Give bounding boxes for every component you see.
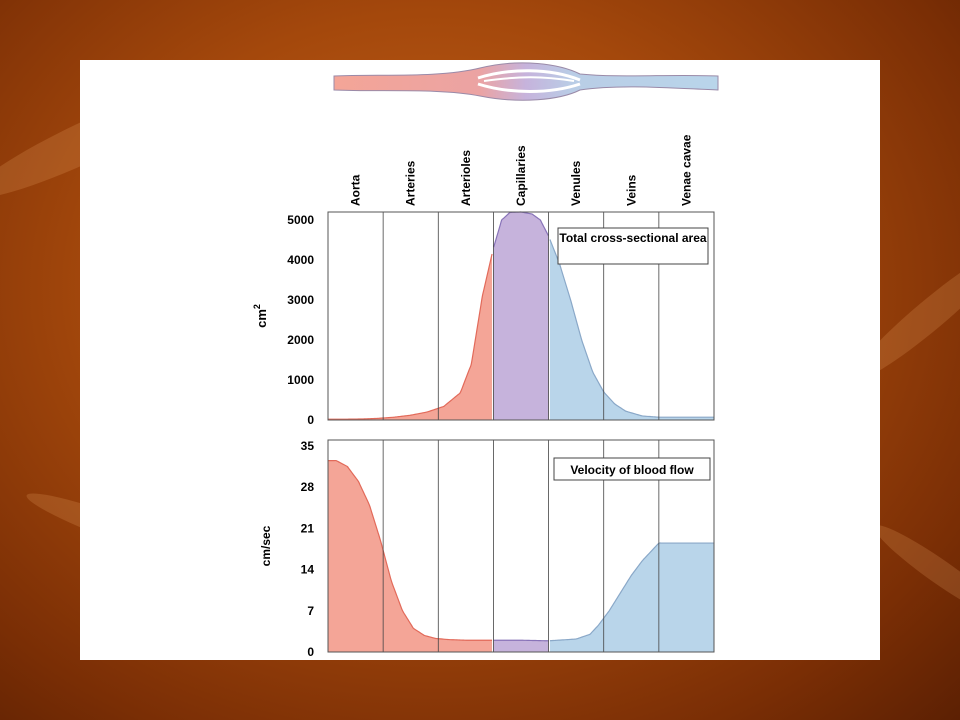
venous-region-line [549,239,714,418]
ylabel-superscript: 2 [252,304,262,309]
y-tick-label: 5000 [287,213,314,227]
y-axis-label: cm2 [252,304,269,328]
arterial-region-line [328,253,493,420]
arterial-region-fill [328,460,493,652]
venous-region-fill [549,542,714,652]
category-label: Venules [569,160,583,206]
category-label: Arteries [404,160,418,206]
y-tick-label: 28 [301,480,315,494]
category-labels: Aorta Arteries Arterioles Capillaries Venule… [349,134,694,206]
vessel-schematic [333,62,719,101]
annotation-box: Velocity of blood flow [553,457,711,481]
y-tick-label: 14 [301,563,315,577]
category-label: Arterioles [459,150,473,206]
ylabel-text: cm [254,309,269,328]
background-streak [867,516,960,628]
capillary-region-line [493,639,549,642]
annotation-text: Velocity of blood flow [570,463,694,477]
annotation-text: Total cross-sectional area [559,231,707,245]
arterial-region-fill [328,254,493,420]
annotation-box: Total cross-sectional area [557,227,709,265]
capillary-region-fill [493,640,549,652]
y-tick-label: 2000 [287,333,314,347]
venous-region-fill [549,239,714,420]
y-tick-label: 21 [301,521,315,535]
y-tick-label: 7 [307,604,314,618]
plot-frame [327,211,715,421]
category-label: Veins [624,174,638,206]
plot-frame [327,439,715,653]
y-tick-label: 4000 [287,253,314,267]
y-tick-label: 0 [307,413,314,427]
svg-text:cm2: cm2 [252,304,269,328]
capillary-region-fill [493,211,549,420]
venous-region-line [549,542,714,642]
arterial-region-line [328,459,493,641]
category-label: Venae cavae [679,134,693,206]
y-tick-label: 0 [307,645,314,659]
y-tick-label: 1000 [287,373,314,387]
chart-velocity: 0 7 14 21 28 35 cm/sec Velocity of blood flow [259,439,715,659]
category-label: Aorta [349,174,363,206]
chart-cross-sectional-area: 0 1000 2000 3000 4000 5000 cm2 Total cross-se… [252,211,715,427]
slide-panel: Aorta Arteries Arterioles Capillaries Venule… [80,60,880,660]
y-tick-label: 3000 [287,293,314,307]
ylabel-text: cm/sec [259,525,273,566]
y-tick-label: 35 [301,439,315,453]
category-label: Capillaries [514,145,528,206]
figure: Aorta Arteries Arterioles Capillaries Venule… [252,62,719,659]
